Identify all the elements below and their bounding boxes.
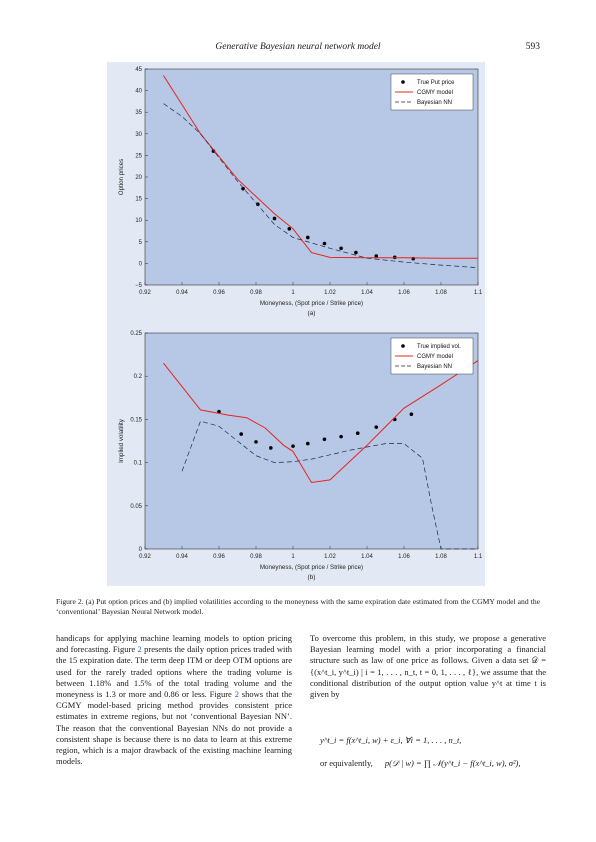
figure-ref-link[interactable]: 2: [137, 644, 142, 655]
x-tick-label: 1: [291, 290, 295, 296]
data-point-true-put-price: [256, 202, 260, 207]
data-point-true-put-price: [241, 186, 245, 191]
panel-label: (b): [308, 574, 316, 581]
x-tick-label: 0.98: [250, 554, 262, 560]
y-tick-label: 25: [135, 153, 142, 159]
data-point-true-put-price: [354, 250, 358, 255]
data-point-true-put-price: [339, 246, 343, 251]
left-paragraph: handicaps for applying machine learning …: [56, 633, 292, 767]
x-tick-label: 1.06: [398, 554, 410, 560]
data-point-true-implied-vol: [409, 412, 414, 417]
x-tick-label: 1.04: [361, 554, 373, 560]
y-tick-label: 0: [139, 261, 143, 267]
y-tick-label: 0.05: [130, 504, 142, 510]
right-column: To overcome this problem, in this study,…: [310, 633, 546, 700]
equation-2: or equivalently, p(𝒟 | w) = ∏ 𝒩(y^t_i − …: [310, 758, 546, 769]
equation-1: y^t_i = f(x^t_i, w) + ε_i, ∀i = 1, . . .…: [310, 735, 546, 746]
x-tick-label: 1.02: [324, 290, 336, 296]
x-tick-label: 1.02: [324, 554, 336, 560]
y-tick-label: 5: [139, 240, 143, 246]
chart-panel-2: 0.92 0.94 0.96 0.98 1 1.02 1.04 1.06 1.08 1.1 0 0.0…: [118, 331, 483, 581]
legend-label-true-implied-vol: True implied vol.: [417, 344, 461, 350]
figure-ref-link[interactable]: 2: [234, 689, 239, 700]
left-text-2: presents the daily option prices traded …: [56, 644, 292, 700]
data-point-true-implied-vol: [254, 440, 258, 444]
x-tick-label: 0.94: [176, 554, 188, 560]
x-tick-label: 0.96: [213, 554, 225, 560]
running-head: Generative Bayesian neural network model…: [0, 42, 596, 56]
x-tick-label: 0.94: [176, 290, 188, 296]
y-axis-label: Implied volatility: [118, 418, 125, 463]
x-tick-label: 1.04: [361, 290, 373, 296]
x-axis-label: Moneyness, (Spot price / Strike price): [260, 564, 363, 571]
series-line-bayesian-nn: [163, 103, 479, 269]
right-paragraph: To overcome this problem, in this study,…: [310, 633, 546, 700]
series-line-cgmy-model: [163, 75, 478, 259]
y-tick-label: 15: [135, 197, 142, 203]
legend-label-bayesian-nn: Bayesian NN: [417, 364, 452, 370]
y-tick-label: 35: [135, 110, 142, 116]
legend-label-bayesian-nn: Bayesian NN: [417, 100, 452, 106]
left-text-3: shows that the CGMY model-based pricing …: [56, 689, 292, 767]
x-tick-label: 1: [291, 554, 295, 560]
y-tick-label: 0: [139, 547, 143, 553]
series-line-cgmy-model: [163, 360, 479, 484]
legend-label-cgmy-model: CGMY model: [417, 90, 453, 96]
y-axis-label: Option prices: [118, 159, 125, 195]
left-text-1: handicaps for applying machine learning …: [56, 633, 292, 655]
x-axis-label: Moneyness, (Spot price / Strike price): [260, 300, 363, 307]
x-tick-label: 1.1: [474, 554, 483, 560]
x-tick-label: 0.92: [139, 290, 151, 296]
y-tick-label: 45: [135, 67, 142, 73]
legend-label-cgmy-model: CGMY model: [417, 354, 453, 360]
data-point-true-put-price: [322, 241, 327, 246]
y-tick-label: 0.15: [130, 417, 142, 423]
x-tick-label: 0.92: [139, 554, 151, 560]
data-point-true-implied-vol: [339, 434, 343, 439]
legend-label-true-put-price: True Put price: [417, 80, 455, 86]
chart-panel-1: 0.92 0.94 0.96 0.98 1 1.02 1.04 1.06 1.08 1.1 −5 0 5…: [118, 67, 483, 317]
legend: True implied vol. CGMY model Bayesian NN: [390, 337, 474, 375]
legend: True Put price CGMY model Bayesian NN: [390, 73, 474, 111]
data-point-true-implied-vol: [322, 437, 327, 442]
data-point-true-implied-vol: [374, 425, 379, 429]
data-point-true-implied-vol: [269, 446, 273, 450]
data-point-true-put-price: [272, 216, 277, 221]
x-tick-label: 1.08: [435, 290, 447, 296]
y-tick-label: 40: [135, 89, 142, 95]
data-point-true-implied-vol: [239, 432, 243, 436]
x-tick-label: 1.08: [435, 554, 447, 560]
data-point-true-implied-vol: [291, 444, 295, 448]
y-tick-label: −5: [135, 283, 143, 289]
y-tick-label: 0.25: [130, 331, 142, 337]
data-point-true-implied-vol: [355, 431, 360, 436]
x-tick-label: 0.98: [250, 290, 262, 296]
y-tick-label: 0.1: [134, 461, 143, 467]
series-line-bayesian-nn: [181, 420, 478, 550]
left-column: handicaps for applying machine learning …: [56, 633, 292, 767]
data-point-true-put-price: [374, 254, 379, 258]
equation-2-text: p(𝒟 | w) = ∏ 𝒩(y^t_i − f(x^t_i, w), σ²),: [384, 758, 521, 768]
y-tick-label: 20: [135, 175, 142, 181]
data-point-true-implied-vol: [217, 409, 221, 414]
panel-label: (a): [308, 310, 316, 317]
data-point-true-put-price: [306, 235, 310, 240]
legend-swatch-true-put-price: [401, 80, 405, 84]
y-tick-label: 30: [135, 132, 142, 138]
y-tick-label: 10: [135, 218, 142, 224]
figure-block: 0.92 0.94 0.96 0.98 1 1.02 1.04 1.06 1.08 1.1 −5 0 5…: [107, 62, 485, 586]
data-point-true-implied-vol: [306, 441, 310, 446]
equation-2-lead: or equivalently,: [320, 758, 373, 768]
running-title: Generative Bayesian neural network model: [215, 42, 381, 52]
x-tick-label: 1.06: [398, 290, 410, 296]
x-tick-label: 1.1: [474, 290, 483, 296]
page-number: 593: [525, 42, 540, 52]
figure-charts-svg: 0.92 0.94 0.96 0.98 1 1.02 1.04 1.06 1.08 1.1 −5 0 5…: [118, 67, 483, 581]
equation-1-text: y^t_i = f(x^t_i, w) + ε_i, ∀i = 1, . . .…: [320, 735, 462, 745]
data-point-true-put-price: [287, 227, 292, 231]
x-tick-label: 0.96: [213, 290, 225, 296]
y-tick-label: 0.2: [134, 374, 143, 380]
legend-swatch-true-implied-vol: [401, 344, 405, 348]
figure-caption: Figure 2. (a) Put option prices and (b) …: [56, 597, 540, 616]
